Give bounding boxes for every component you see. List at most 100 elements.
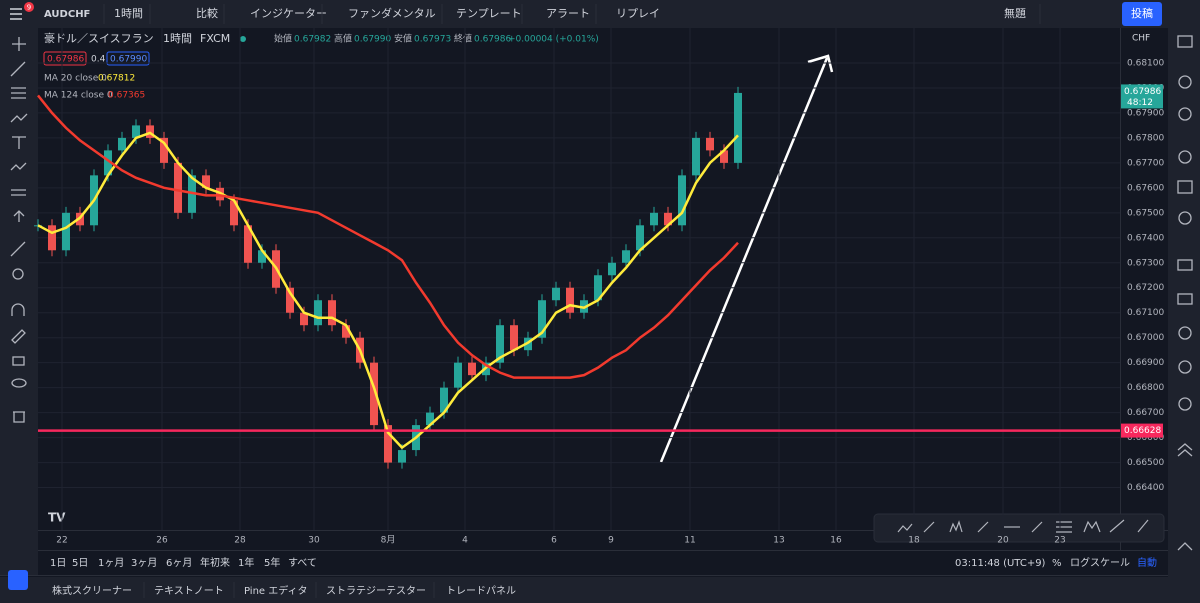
y-tick-label: 0.67300 bbox=[1127, 258, 1164, 268]
candle-body bbox=[608, 262, 616, 276]
y-tick-label: 0.66900 bbox=[1127, 358, 1164, 368]
y-tick-label: 0.66600 bbox=[1127, 433, 1164, 443]
currency[interactable]: CHF bbox=[1132, 34, 1150, 44]
candle-body bbox=[510, 325, 518, 351]
range-button[interactable]: 3ヶ月 bbox=[131, 557, 157, 569]
toolbar-item[interactable]: インジケーター bbox=[250, 7, 327, 20]
ohlc-label: 始値 bbox=[274, 33, 292, 45]
candle-body bbox=[230, 200, 238, 226]
range-button[interactable]: 1年 bbox=[238, 556, 254, 569]
interval[interactable]: 1時間 bbox=[114, 7, 143, 20]
ohlc-value: 0.67990 bbox=[354, 35, 391, 45]
range-button[interactable]: 5日 bbox=[72, 558, 88, 569]
candle-body bbox=[258, 250, 266, 263]
publish-button[interactable] bbox=[1122, 2, 1162, 26]
y-tick-label: 0.67200 bbox=[1127, 283, 1164, 293]
toolbar-item[interactable]: リプレイ bbox=[616, 7, 660, 20]
bottom-tab[interactable]: トレードパネル bbox=[446, 585, 516, 597]
ohlc-value: 0.67982 bbox=[294, 35, 331, 45]
percent-toggle[interactable]: % bbox=[1052, 558, 1062, 569]
candle-body bbox=[538, 300, 546, 338]
x-tick-label: 8月 bbox=[381, 535, 396, 546]
y-tick-label: 0.67000 bbox=[1127, 333, 1164, 343]
candle-body bbox=[398, 450, 406, 463]
clock: 03:11:48 (UTC+9) bbox=[955, 558, 1046, 569]
watchlist-button[interactable] bbox=[8, 570, 28, 590]
toolbar-item[interactable]: アラート bbox=[546, 7, 590, 20]
candle-body bbox=[370, 362, 378, 426]
y-tick-label: 0.66800 bbox=[1127, 383, 1164, 393]
candle-body bbox=[426, 412, 434, 426]
legend-exchange: FXCM bbox=[200, 32, 230, 45]
x-tick-label: 20 bbox=[997, 536, 1009, 546]
candle-body bbox=[454, 362, 462, 388]
auto-toggle[interactable]: 自動 bbox=[1137, 556, 1157, 569]
symbol[interactable]: AUDCHF bbox=[44, 9, 90, 20]
legend-interval: 1時間 bbox=[163, 32, 192, 45]
ohlc-label: 終値 bbox=[454, 33, 472, 45]
drawing-tools[interactable] bbox=[897, 519, 1149, 533]
range-button[interactable]: 5年 bbox=[264, 556, 280, 569]
ma-legend-name: MA 124 close 0 bbox=[44, 91, 113, 101]
candle-body bbox=[496, 325, 504, 363]
ma-legend-value: 0.67365 bbox=[108, 91, 145, 101]
x-tick-label: 22 bbox=[56, 536, 67, 546]
bottom-tab[interactable]: テキストノート bbox=[154, 586, 224, 597]
range-button[interactable]: すべて bbox=[288, 557, 317, 569]
candle-body bbox=[720, 150, 728, 163]
menu-icon[interactable] bbox=[10, 8, 22, 20]
bid: 0.67986 bbox=[47, 55, 84, 65]
right-sidebar bbox=[1168, 28, 1200, 603]
ask: 0.67990 bbox=[110, 55, 147, 65]
toolbar-item[interactable]: ファンダメンタル bbox=[348, 6, 436, 20]
y-tick-label: 0.67500 bbox=[1127, 208, 1164, 218]
candle-body bbox=[678, 175, 686, 226]
candle-body bbox=[552, 287, 560, 301]
sidebar-icons[interactable] bbox=[1177, 35, 1193, 551]
candle-body bbox=[468, 362, 476, 376]
bid-box[interactable] bbox=[43, 51, 87, 66]
spread: 0.4 bbox=[91, 55, 106, 65]
candle-body bbox=[692, 137, 700, 176]
toolbar-item[interactable]: テンプレート bbox=[456, 7, 522, 20]
layout-name[interactable]: 無題 bbox=[1004, 6, 1026, 20]
candle-body bbox=[384, 425, 392, 463]
toolbar-item[interactable]: 比較 bbox=[196, 6, 218, 20]
x-tick-label: 11 bbox=[684, 536, 695, 546]
y-tick-label: 0.67700 bbox=[1127, 158, 1164, 168]
candle-body bbox=[244, 225, 252, 263]
ask-box[interactable] bbox=[106, 51, 150, 66]
drawing-toolbar[interactable] bbox=[873, 513, 1165, 543]
x-tick-label: 13 bbox=[773, 536, 784, 546]
top-toolbar bbox=[0, 0, 1200, 28]
x-tick-label: 16 bbox=[830, 536, 842, 546]
candle-body bbox=[566, 287, 574, 313]
candle-body bbox=[706, 137, 714, 151]
candle-body bbox=[286, 287, 294, 313]
y-tick-label: 0.68100 bbox=[1127, 58, 1164, 68]
range-button[interactable]: 1ヶ月 bbox=[98, 557, 124, 569]
candle-body bbox=[636, 225, 644, 251]
bottom-tab[interactable]: Pine エディタ bbox=[244, 584, 308, 597]
y-tick-label: 0.66700 bbox=[1127, 408, 1164, 418]
x-tick-label: 26 bbox=[156, 536, 168, 546]
bottom-tab[interactable]: 株式スクリーナー bbox=[52, 584, 132, 597]
y-tick-label: 0.67600 bbox=[1127, 183, 1164, 193]
range-button[interactable]: 年初来 bbox=[200, 556, 230, 569]
y-tick-label: 0.67400 bbox=[1127, 233, 1164, 243]
hline-label: 0.66628 bbox=[1124, 426, 1161, 436]
x-tick-label: 4 bbox=[462, 536, 468, 546]
y-tick-label: 0.66500 bbox=[1127, 458, 1164, 468]
log-toggle[interactable]: ログスケール bbox=[1070, 556, 1130, 569]
ma-line bbox=[37, 94, 739, 379]
bottom-tab[interactable]: ストラテジーテスター bbox=[326, 585, 426, 597]
publish-label[interactable]: 投稿 bbox=[1131, 6, 1153, 20]
range-button[interactable]: 1日 bbox=[50, 558, 66, 569]
tool-icons[interactable] bbox=[10, 37, 28, 423]
x-tick-label: 23 bbox=[1054, 536, 1065, 546]
range-button[interactable]: 6ヶ月 bbox=[166, 557, 192, 569]
logo: TV bbox=[48, 511, 66, 525]
candle-body bbox=[314, 300, 322, 326]
price-label-bg bbox=[1121, 84, 1163, 109]
